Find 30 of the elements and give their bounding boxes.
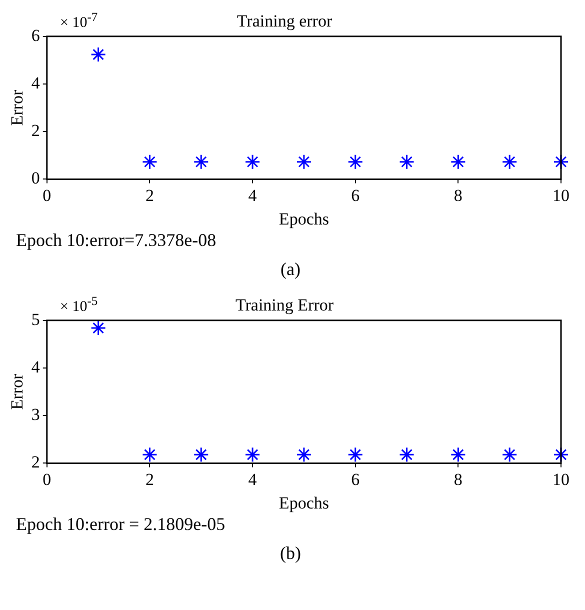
text: (b) [279, 543, 302, 564]
x-tick-label: 8 [454, 470, 462, 489]
y-tick-label: 4 [31, 357, 40, 376]
text: Epoch 10:error = 2.1809e-05 [16, 514, 226, 535]
x-tick-label: 4 [248, 186, 258, 205]
y-tick-label: 5 [31, 310, 40, 329]
x-tick-label: 2 [145, 470, 154, 489]
chart-title: Training error [236, 12, 332, 31]
y-tick-label: 3 [31, 405, 40, 424]
text: × 10$^{-7}$ [60, 10, 98, 32]
x-tick-label: 8 [454, 186, 462, 205]
x-tick-label: 10 [552, 186, 570, 205]
x-axis-title: Epochs [278, 493, 329, 512]
x-tick-label: 6 [351, 186, 360, 205]
x-tick-label: 2 [145, 186, 154, 205]
x-tick-label: 6 [351, 470, 360, 489]
text: (a) [280, 259, 302, 280]
y-tick-label: 2 [31, 452, 40, 472]
x-axis-title: Epochs [278, 209, 329, 228]
text: Epoch 10:error=7.3378e-08 [16, 230, 218, 251]
y-tick-label: 2 [31, 121, 40, 140]
x-tick-label: 10 [552, 470, 570, 489]
chart-title: Training Error [235, 296, 334, 315]
y-axis-title: Error [8, 90, 27, 126]
x-tick-label: 4 [248, 470, 258, 489]
y-axis-title: Error [8, 374, 27, 410]
y-tick-label: 0 [31, 168, 40, 188]
text: × 10$^{-5}$ [60, 294, 98, 316]
y-tick-label: 6 [31, 26, 40, 45]
y-tick-label: 4 [31, 73, 40, 92]
